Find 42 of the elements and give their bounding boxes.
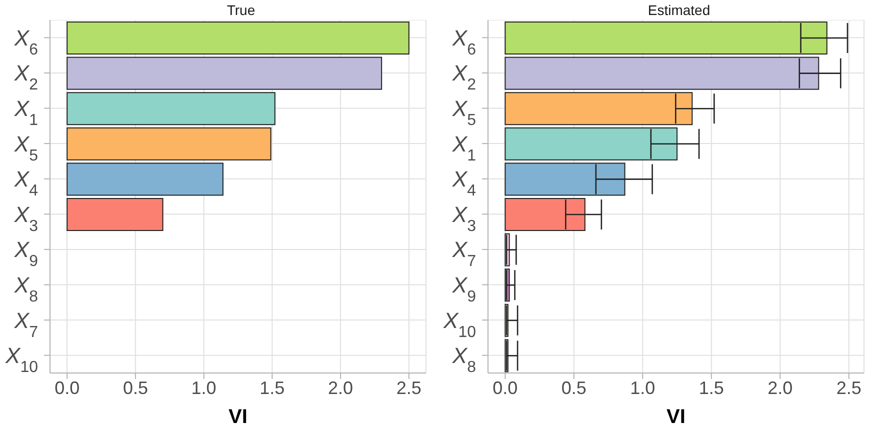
y-tick-label: X$_{3}$ [451,202,476,234]
y-tick-label: X$_{3}$ [13,202,38,234]
y-tick-label: X$_{7}$ [451,237,476,270]
y-tick-label: X$_{5}$ [13,131,38,164]
x-tick-label: 0.0 [54,378,80,398]
x-tick-label: 2.0 [328,378,354,398]
y-tick-label: X$_{5}$ [451,96,476,128]
y-tick-label: X$_{4}$ [13,166,38,200]
y-tick-label: X$_{9}$ [13,237,38,270]
chart-title: True [226,2,256,18]
x-tick-label: 1.5 [260,378,285,398]
y-tick-label: X$_{8}$ [451,343,476,376]
bar [66,162,224,196]
y-tick-label: X$_{7}$ [13,308,38,340]
x-tick-label: 1.0 [630,378,656,398]
x-tick-label: 0.5 [122,378,148,398]
y-tick-label: X$_{6}$ [13,25,38,58]
chart-title: Estimated [646,2,712,18]
x-tick-label: 2.0 [768,378,793,398]
x-axis-title: VI [666,406,686,428]
bar [66,92,276,126]
y-tick-label: X$_{2}$ [451,60,476,94]
y-tick-label: X$_{1}$ [451,131,476,164]
y-tick-label: X$_{10}$ [442,308,476,340]
x-tick-label: 2.5 [836,378,862,398]
x-tick-label: 2.5 [396,378,422,398]
y-tick-label: X$_{10}$ [4,343,38,376]
bar [66,22,410,54]
bar [66,198,164,231]
y-tick-label: X$_{6}$ [451,25,476,58]
bar [66,127,272,160]
x-tick-label: 1.5 [698,378,724,398]
x-tick-label: 1.0 [191,378,216,398]
x-axis-title: VI [228,406,248,428]
y-tick-label: X$_{2}$ [13,60,38,94]
bar [66,56,382,90]
y-tick-label: X$_{1}$ [13,96,38,128]
y-tick-label: X$_{4}$ [451,166,476,200]
x-tick-label: 0.5 [561,378,586,398]
y-tick-label: X$_{9}$ [451,272,476,305]
y-tick-label: X$_{8}$ [13,272,38,305]
x-tick-label: 0.0 [492,378,518,398]
